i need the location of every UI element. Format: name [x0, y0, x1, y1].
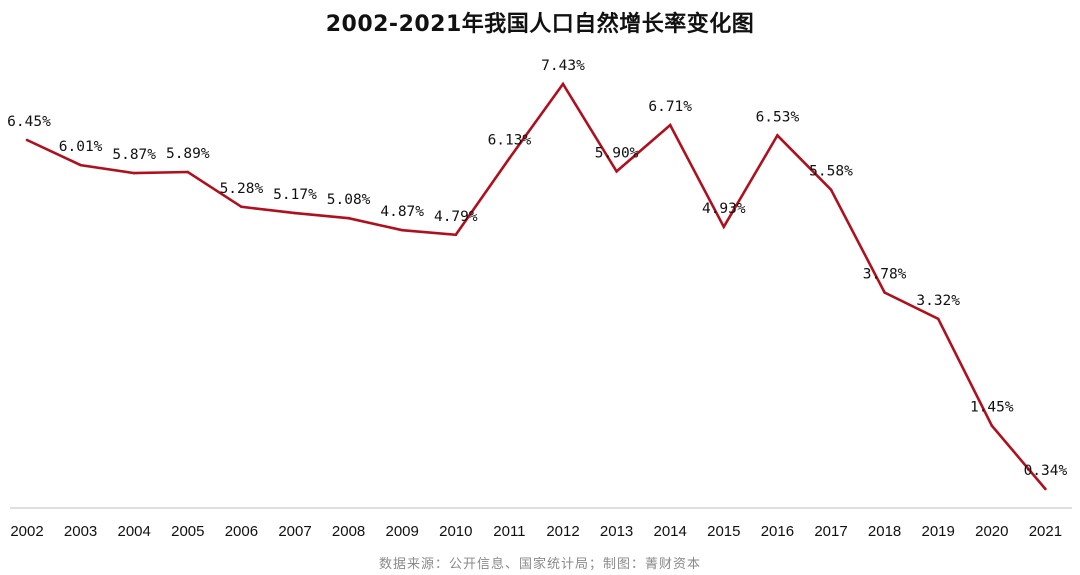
x-tick-label: 2018	[868, 523, 901, 540]
source-note: 数据来源：公开信息、国家统计局；制图：菁财资本	[378, 557, 701, 572]
data-label: 3.78%	[863, 267, 907, 283]
data-label: 5.17%	[273, 187, 317, 203]
x-tick-label: 2017	[814, 523, 847, 540]
data-label-group: 6.45% 6.01% 5.87% 5.89% 5.28% 5.17% 5.08% 4.87%…	[7, 58, 1067, 479]
data-point	[132, 171, 136, 175]
x-tick-label: 2020	[975, 523, 1008, 540]
x-tick-label: 2002	[10, 523, 43, 540]
data-point	[508, 157, 511, 160]
data-point	[668, 123, 672, 127]
data-point	[883, 291, 886, 294]
data-label: 6.53%	[756, 109, 800, 125]
data-label: 5.90%	[595, 145, 639, 161]
data-label: 4.93%	[702, 201, 746, 217]
data-point	[454, 233, 458, 237]
data-point	[1044, 487, 1047, 491]
data-label: 5.08%	[327, 192, 371, 208]
x-tick-label: 2009	[386, 523, 419, 540]
data-label: 5.87%	[112, 147, 156, 163]
data-label: 6.01%	[59, 139, 103, 155]
data-label: 6.13%	[488, 132, 532, 148]
series-line	[26, 81, 1047, 490]
data-point	[990, 424, 994, 427]
x-tick-label: 2003	[64, 523, 97, 540]
data-label: 5.28%	[220, 181, 264, 197]
data-label: 4.87%	[380, 204, 424, 220]
data-label: 5.58%	[809, 164, 853, 180]
data-label: 4.79%	[434, 209, 478, 225]
data-point	[615, 170, 618, 173]
data-point	[186, 170, 190, 174]
x-tick-label: 2008	[332, 523, 365, 540]
data-point	[561, 82, 565, 86]
data-point	[829, 188, 833, 191]
data-label: 6.71%	[648, 99, 692, 115]
data-label: 3.32%	[916, 293, 960, 309]
chart-title: 2002-2021年我国人口自然增长率变化图	[325, 12, 755, 37]
x-tick-label: 2010	[439, 523, 472, 540]
x-tick-label-group: 2002 2003 2004 2005 2006 2007 2008 2009 2010 2011…	[10, 523, 1062, 540]
x-tick-label: 2021	[1029, 523, 1062, 540]
x-tick-label: 2014	[654, 523, 687, 540]
x-tick-label: 2015	[707, 523, 740, 540]
data-label: 6.45%	[7, 114, 51, 130]
data-point	[79, 163, 82, 167]
data-point	[293, 211, 297, 215]
x-tick-label: 2005	[171, 523, 204, 540]
x-tick-label: 2016	[761, 523, 794, 540]
series-line-group	[25, 81, 1047, 491]
data-point	[722, 225, 726, 229]
data-point	[400, 228, 404, 232]
x-tick-label: 2004	[118, 523, 151, 540]
data-label: 7.43%	[541, 58, 585, 74]
data-point	[347, 216, 350, 220]
data-label: 0.34%	[1024, 463, 1068, 479]
data-point	[936, 317, 940, 321]
data-label: 1.45%	[970, 400, 1014, 416]
x-tick-label: 2007	[278, 523, 311, 540]
x-tick-label: 2011	[493, 523, 525, 540]
x-tick-label: 2012	[546, 523, 579, 540]
data-point	[776, 134, 779, 137]
x-tick-label: 2013	[600, 523, 633, 540]
x-tick-label: 2006	[225, 523, 258, 540]
data-label: 5.89%	[166, 146, 210, 162]
data-point	[240, 205, 243, 209]
data-point	[25, 138, 29, 142]
x-tick-label: 2019	[922, 523, 955, 540]
